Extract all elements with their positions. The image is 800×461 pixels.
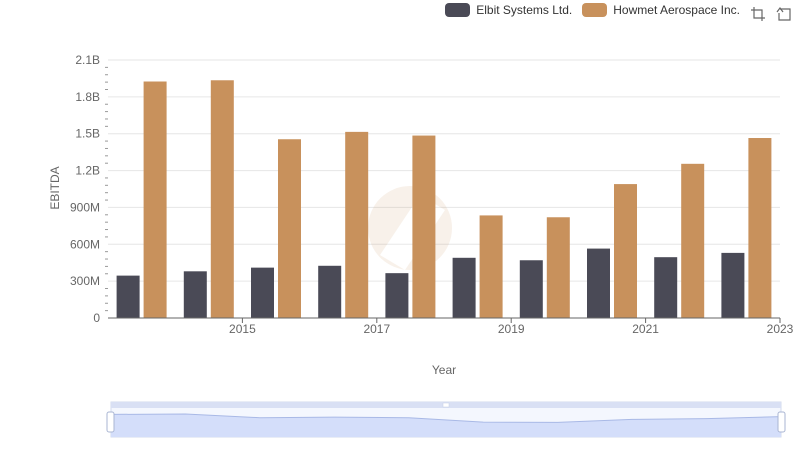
y-axis-label: EBITDA [48,166,62,209]
bar-howmet-2019[interactable] [479,215,503,318]
restore-icon[interactable] [776,6,792,22]
y-tick-label: 2.1B [75,53,100,67]
bar-elbit-2021[interactable] [587,248,610,318]
x-tick-label: 2019 [498,322,525,336]
y-tick-label: 300M [70,274,100,288]
legend-item-howmet[interactable]: Howmet Aerospace Inc. [582,3,740,17]
y-tick-label: 0 [93,311,100,325]
x-tick-label: 2021 [632,322,659,336]
legend-item-elbit[interactable]: Elbit Systems Ltd. [445,3,572,17]
bar-elbit-2020[interactable] [519,260,543,318]
y-tick-label: 1.8B [75,90,100,104]
bar-elbit-2016[interactable] [251,267,274,318]
datazoom-drag-grip[interactable] [442,402,450,408]
y-tick-label: 1.5B [75,127,100,141]
legend-label-howmet: Howmet Aerospace Inc. [613,3,740,17]
y-tick-label: 900M [70,200,100,214]
datazoom-handle-right[interactable] [777,411,786,433]
bar-elbit-2023[interactable] [721,252,745,318]
watermark-logo [368,186,452,270]
bar-howmet-2021[interactable] [614,184,637,318]
bar-howmet-2016[interactable] [278,139,301,318]
x-tick-label: 2017 [363,322,390,336]
x-axis-label: Year [432,363,456,377]
legend-label-elbit: Elbit Systems Ltd. [476,3,573,17]
y-tick-label: 1.2B [75,164,100,178]
x-axis: 2015 2017 2019 2021 2023 [108,317,794,336]
bar-elbit-2014[interactable] [116,275,140,318]
bar-howmet-2023[interactable] [748,138,772,318]
legend-swatch-howmet [582,3,608,17]
bar-howmet-2014[interactable] [143,81,167,319]
datazoom-handle-left[interactable] [106,411,115,433]
datazoom-area [111,414,781,437]
y-axis: 0 300M 600M 900M 1.2B 1.5B 1.8B 2.1B [70,53,108,325]
bars [116,80,772,319]
bar-howmet-2020[interactable] [546,217,570,318]
toolbox [750,6,792,22]
bar-elbit-2015[interactable] [183,271,207,318]
legend: Elbit Systems Ltd. Howmet Aerospace Inc. [445,3,740,17]
bar-howmet-2022[interactable] [681,163,705,318]
x-tick-label: 2015 [229,322,256,336]
bar-howmet-2017[interactable] [345,131,369,318]
bar-howmet-2018[interactable] [412,135,436,318]
bar-elbit-2017[interactable] [318,265,342,318]
zoom-icon[interactable] [750,6,766,22]
y-tick-label: 600M [70,237,100,251]
legend-swatch-elbit [445,3,471,17]
datazoom-slider[interactable] [106,401,786,438]
x-tick-label: 2023 [767,322,794,336]
bar-elbit-2018[interactable] [385,273,409,318]
datazoom-line [110,413,782,423]
bar-elbit-2022[interactable] [654,257,678,318]
bar-howmet-2015[interactable] [210,80,234,319]
bar-elbit-2019[interactable] [452,257,476,318]
